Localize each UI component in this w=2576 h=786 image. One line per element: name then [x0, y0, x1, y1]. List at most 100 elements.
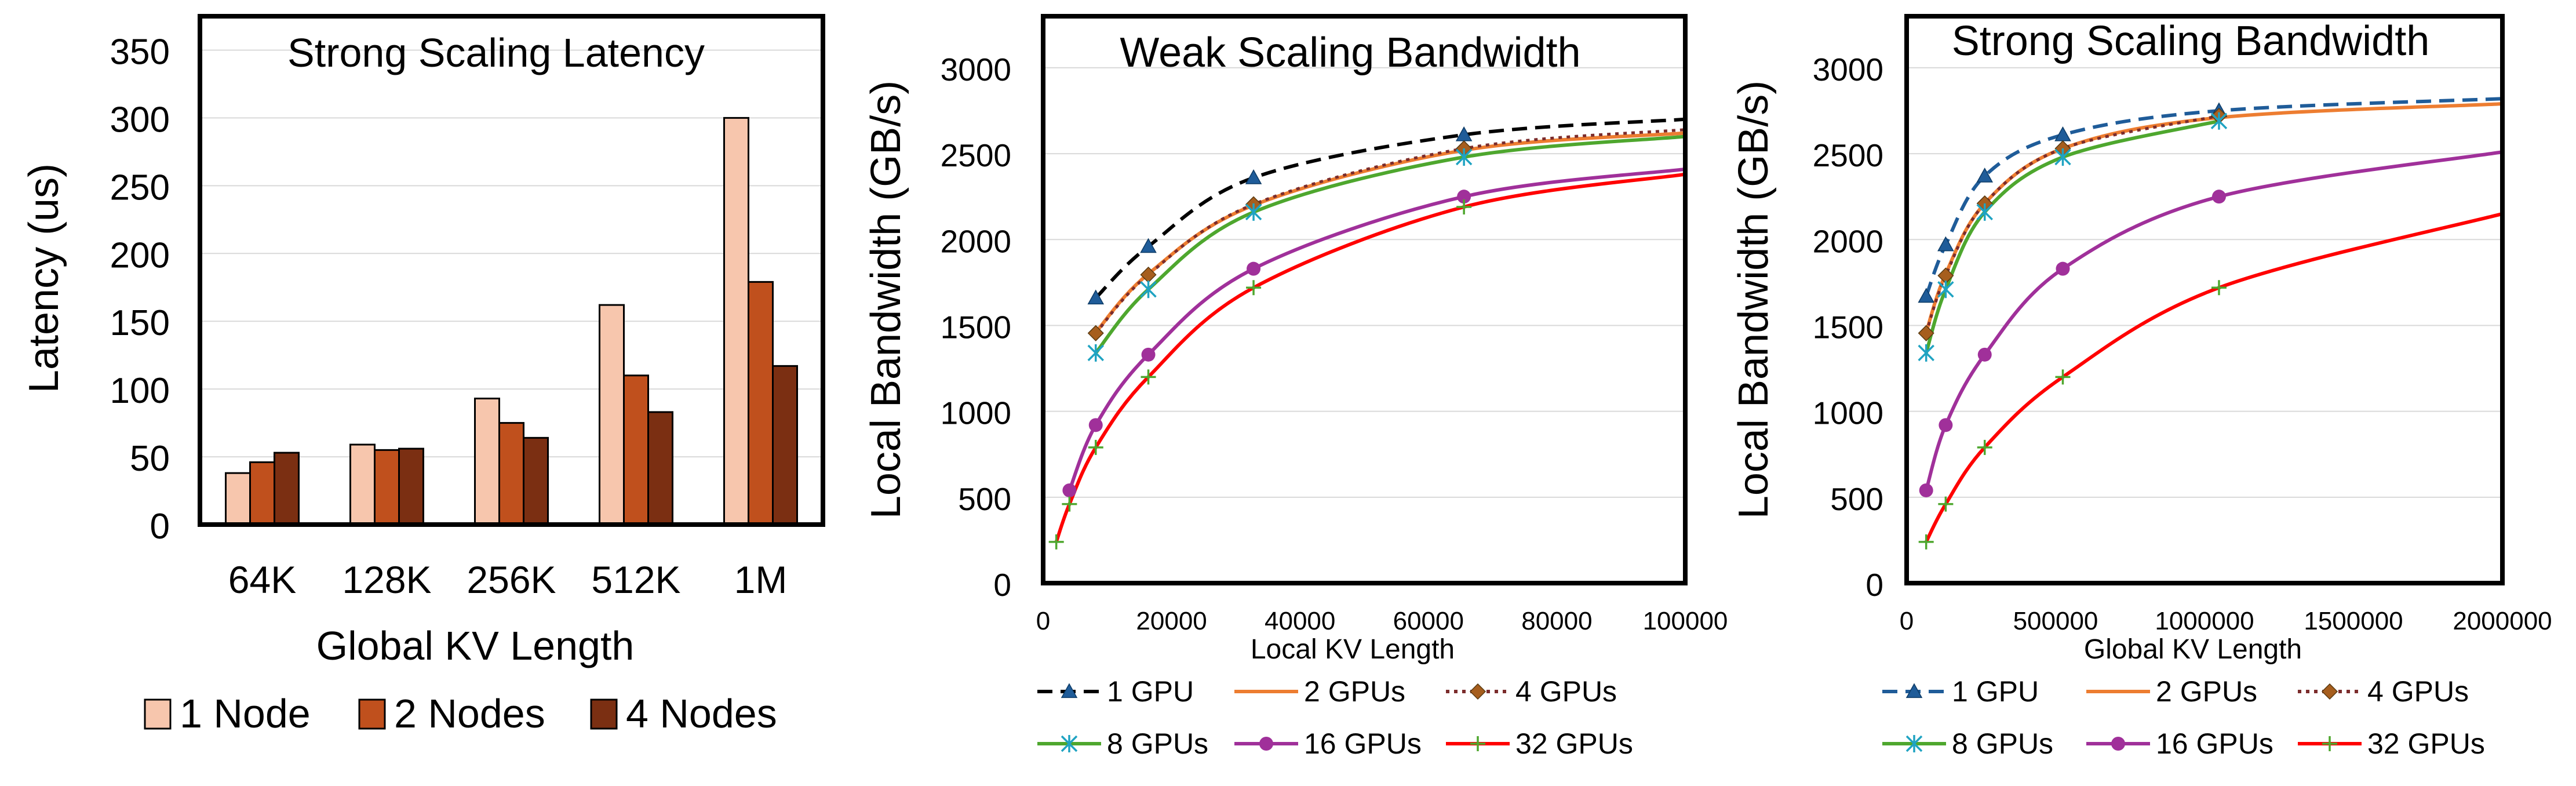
series-markers: [1048, 126, 1473, 550]
x-tick-label: 128K: [342, 558, 431, 601]
legend-marker: [1905, 683, 1923, 698]
bar: [623, 374, 649, 526]
series-line: [1925, 114, 2220, 334]
bar: [398, 447, 424, 526]
series-marker: [1140, 238, 1157, 253]
series-marker: [1247, 261, 1261, 276]
legend-marker: [1061, 735, 1078, 752]
x-tick-labels: 0 20000 40000 60000 80000 100000: [1036, 607, 1728, 635]
series-marker: [1938, 496, 1954, 512]
series-line: [1925, 212, 2503, 543]
y-tick-label: 2500: [1813, 137, 1883, 173]
y-tick-label: 3000: [941, 52, 1011, 88]
plot-frame: [1041, 14, 1688, 585]
legend-label: 1 GPU: [1107, 675, 1194, 708]
y-tick-label: 1500: [941, 309, 1011, 345]
series-marker: [1939, 418, 1953, 432]
y-tick-label: 150: [110, 303, 170, 343]
series-marker: [1062, 483, 1077, 497]
chart-title: Strong Scaling Bandwidth: [1952, 18, 2430, 64]
series-marker: [1245, 203, 1262, 221]
series-marker: [1140, 281, 1157, 299]
series-line: [1054, 172, 1686, 543]
bar: [374, 449, 400, 526]
series-marker: [1455, 148, 1473, 166]
legend: 1 GPU 2 GPUs 4 GPUs 8 GPUs 16 GPUs 32 GPUs: [1882, 675, 2485, 760]
bar: [599, 304, 625, 526]
series-marker: [2054, 148, 2071, 166]
plot-frame: [1904, 14, 2505, 585]
x-tick-label: 500000: [2013, 607, 2098, 635]
bar: [249, 461, 275, 526]
y-tick-label: 300: [110, 100, 170, 140]
x-tick-label: 1000000: [2155, 607, 2254, 635]
x-tick-label: 40000: [1265, 607, 1335, 635]
legend-marker: [1905, 735, 1923, 752]
y-tick-label: 200: [110, 235, 170, 275]
legend-swatch: [358, 698, 386, 730]
y-tick-labels: 0 500 1000 1500 2000 2500 3000: [1813, 52, 1883, 603]
series-marker: [1918, 534, 1934, 550]
y-tick-label: 0: [1865, 567, 1883, 603]
legend-marker: [1469, 683, 1486, 700]
legend-marker: [2111, 737, 2125, 751]
legend: 1 GPU 2 GPUs 4 GPUs 8 GPUs 16 GPUs 32 GPUs: [1037, 675, 1633, 760]
legend-marker: [1061, 683, 1078, 698]
series-marker: [1062, 496, 1077, 512]
legend: 1 Node 2 Nodes 4 Nodes: [144, 691, 777, 736]
series-marker: [1918, 344, 1934, 362]
bar: [748, 281, 774, 526]
bar: [498, 422, 524, 526]
series-marker: [1141, 347, 1156, 362]
series-markers: [1918, 102, 2228, 550]
x-tick-label: 2000000: [2453, 607, 2552, 635]
series-marker: [2210, 112, 2228, 130]
series-marker: [1048, 534, 1064, 550]
series-marker: [1088, 439, 1103, 455]
x-tick-label: 100000: [1643, 607, 1728, 635]
y-axis-label: Latency (us): [21, 163, 67, 393]
legend-label: 16 GPUs: [1304, 727, 1422, 760]
y-tick-label: 1500: [1813, 309, 1883, 345]
y-tick-label: 3000: [1813, 52, 1883, 88]
y-tick-label: 100: [110, 371, 170, 411]
y-axis-label: Local Bandwidth (GB/s): [1730, 81, 1777, 519]
series-marker: [1088, 418, 1103, 432]
y-tick-label: 250: [110, 168, 170, 208]
x-axis-label: Global KV Length: [2084, 634, 2302, 665]
legend-label: 32 GPUs: [2367, 727, 2485, 760]
series-marker: [1937, 281, 1954, 299]
series-marker: [1456, 199, 1472, 214]
y-axis-label: Local Bandwidth (GB/s): [863, 81, 909, 519]
line-series: [1054, 117, 1686, 543]
legend-label: 8 GPUs: [1107, 727, 1208, 760]
bar: [225, 472, 251, 526]
x-tick-label: 1M: [734, 558, 788, 601]
bar: [647, 411, 673, 526]
series-marker: [1976, 168, 1994, 183]
series-marker: [1087, 289, 1105, 305]
weak-scaling-bandwidth-chart: 0 500 1000 1500 2000 2500 3000 0 20000 40000 6000…: [863, 14, 1728, 760]
y-tick-label: 2000: [1813, 223, 1883, 259]
x-tick-label: 80000: [1521, 607, 1592, 635]
legend-marker: [2321, 683, 2338, 700]
series-line: [1924, 119, 2220, 354]
x-axis-label: Local KV Length: [1251, 634, 1455, 665]
legend-marker: [2322, 736, 2337, 751]
series-marker: [1457, 190, 1471, 204]
series-marker: [1976, 203, 1993, 221]
legend-label: 2 Nodes: [394, 691, 545, 736]
y-tick-label: 1000: [1813, 395, 1883, 431]
x-tick-labels: 0 500000 1000000 1500000 2000000: [1900, 607, 2552, 635]
legend-label: 4 GPUs: [2367, 675, 2469, 708]
y-tick-labels: 0 50 100 150 200 250 300 350: [110, 32, 170, 547]
bar: [274, 452, 300, 526]
legend-label: 1 Node: [180, 691, 311, 736]
series-marker: [1141, 369, 1156, 385]
legend-label: 8 GPUs: [1952, 727, 2053, 760]
bar: [523, 436, 549, 526]
bar: [474, 398, 500, 526]
x-tick-label: 64K: [228, 558, 296, 601]
series-marker: [1087, 344, 1105, 362]
